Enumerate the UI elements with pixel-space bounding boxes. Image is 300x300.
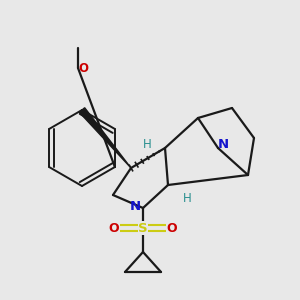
- Text: S: S: [138, 221, 148, 235]
- Text: O: O: [109, 221, 119, 235]
- Text: N: N: [218, 139, 229, 152]
- Text: N: N: [129, 200, 141, 212]
- Text: H: H: [183, 191, 191, 205]
- Text: O: O: [78, 61, 88, 74]
- Text: O: O: [167, 221, 177, 235]
- Polygon shape: [79, 108, 131, 168]
- Text: H: H: [142, 137, 152, 151]
